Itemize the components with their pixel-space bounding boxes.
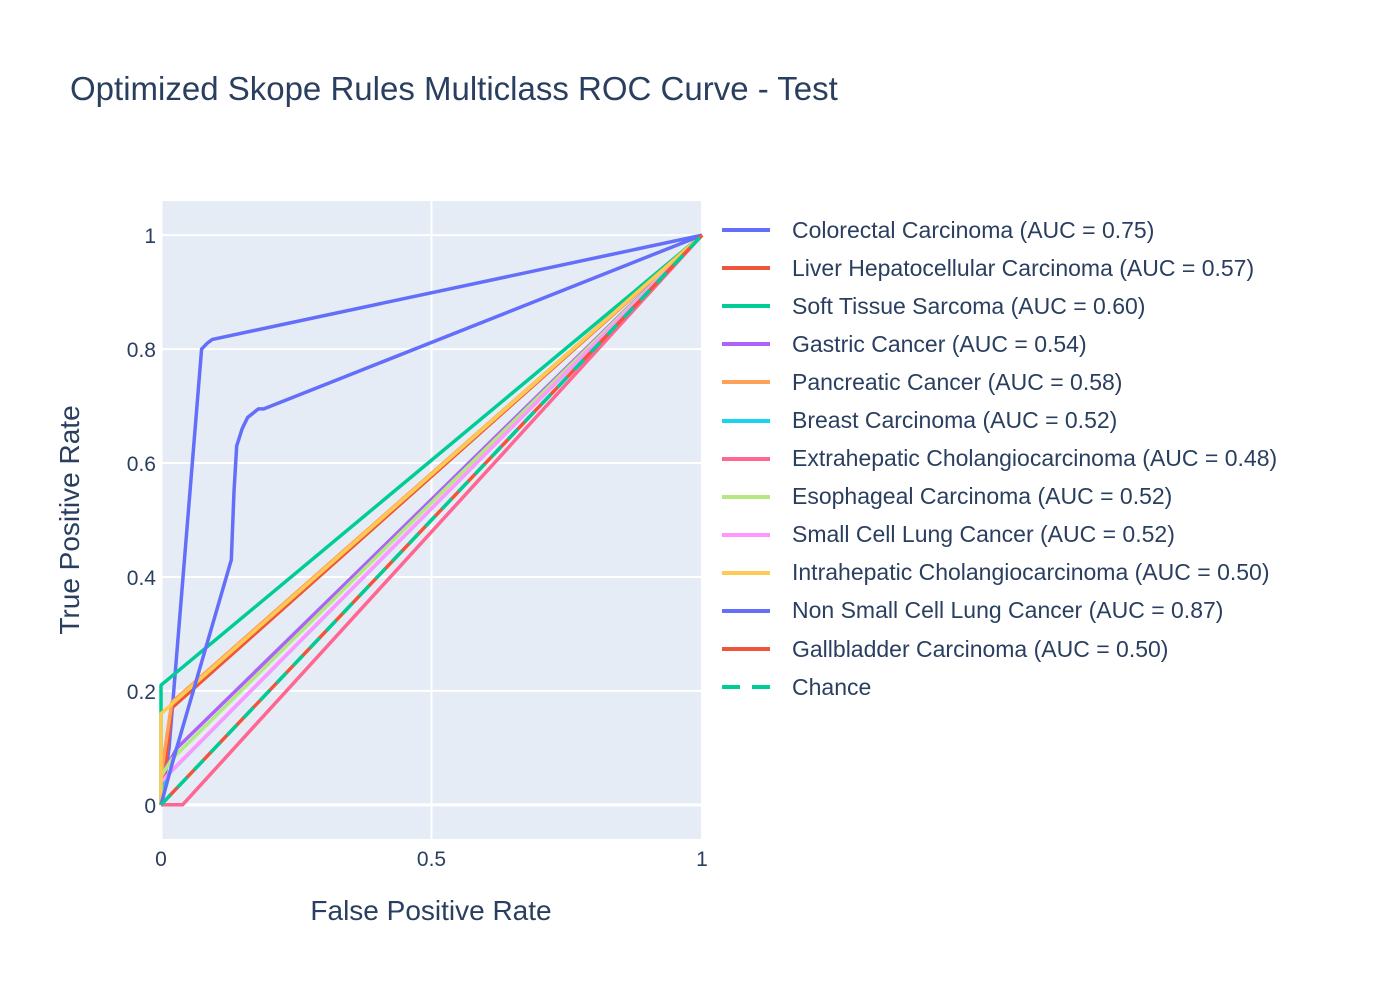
legend-label: Esophageal Carcinoma (AUC = 0.52) [792, 483, 1173, 510]
y-tick-label: 0.4 [127, 567, 157, 590]
y-axis-label: True Positive Rate [54, 405, 85, 635]
legend-label: Gallbladder Carcinoma (AUC = 0.50) [792, 635, 1169, 662]
legend-swatch [722, 228, 770, 233]
y-tick-labels: 0 0.2 0.4 0.6 0.8 1 [127, 225, 157, 818]
legend-swatch [722, 342, 770, 347]
series-line-9 [159, 233, 704, 805]
legend-item[interactable]: Small Cell Lung Cancer (AUC = 0.52) [722, 516, 1277, 554]
legend-swatch [722, 418, 770, 423]
y-tick-label: 0.6 [127, 453, 156, 476]
x-axis-label: False Positive Rate [310, 895, 552, 926]
legend-swatch [722, 494, 770, 499]
y-tick-label: 1 [144, 225, 156, 248]
legend-item[interactable]: Liver Hepatocellular Carcinoma (AUC = 0.… [722, 249, 1277, 287]
legend: Colorectal Carcinoma (AUC = 0.75) Liver H… [722, 211, 1277, 706]
legend-label: Breast Carcinoma (AUC = 0.52) [792, 407, 1118, 434]
legend-item[interactable]: Non Small Cell Lung Cancer (AUC = 0.87) [722, 592, 1277, 630]
legend-label: Extrahepatic Cholangiocarcinoma (AUC = 0… [792, 445, 1278, 472]
chart-title: Optimized Skope Rules Multiclass ROC Cur… [70, 70, 838, 107]
legend-dash-segment [752, 685, 770, 690]
legend-swatch [722, 304, 770, 309]
legend-swatch [722, 456, 770, 461]
legend-item[interactable]: Extrahepatic Cholangiocarcinoma (AUC = 0… [722, 440, 1277, 478]
series-line-12 [159, 233, 704, 807]
y-tick-label: 0.8 [127, 339, 156, 362]
x-tick-label: 0.5 [417, 848, 446, 871]
x-tick-labels: 0 0.5 1 [155, 848, 708, 871]
legend-label: Non Small Cell Lung Cancer (AUC = 0.87) [792, 597, 1224, 624]
legend-swatch [722, 685, 770, 690]
legend-item[interactable]: Esophageal Carcinoma (AUC = 0.52) [722, 478, 1277, 516]
legend-label: Small Cell Lung Cancer (AUC = 0.52) [792, 521, 1175, 548]
x-tick-label: 1 [696, 848, 708, 871]
y-tick-label: 0 [144, 795, 156, 818]
legend-item[interactable]: Pancreatic Cancer (AUC = 0.58) [722, 363, 1277, 401]
legend-item[interactable]: Breast Carcinoma (AUC = 0.52) [722, 401, 1277, 439]
legend-label: Soft Tissue Sarcoma (AUC = 0.60) [792, 292, 1146, 319]
legend-item[interactable]: Gastric Cancer (AUC = 0.54) [722, 325, 1277, 363]
legend-label: Intrahepatic Cholangiocarcinoma (AUC = 0… [792, 559, 1270, 586]
legend-item[interactable]: Soft Tissue Sarcoma (AUC = 0.60) [722, 287, 1277, 325]
series-line-6 [161, 234, 704, 807]
series-line-10 [159, 233, 703, 806]
legend-item[interactable]: Gallbladder Carcinoma (AUC = 0.50) [722, 630, 1277, 668]
legend-swatch [722, 380, 770, 385]
legend-dash-segment [722, 685, 740, 690]
legend-swatch [722, 266, 770, 271]
legend-item[interactable]: Colorectal Carcinoma (AUC = 0.75) [722, 211, 1277, 249]
series-lines [159, 233, 704, 807]
legend-label: Colorectal Carcinoma (AUC = 0.75) [792, 216, 1155, 243]
legend-label: Gastric Cancer (AUC = 0.54) [792, 330, 1087, 357]
x-tick-label: 0 [155, 848, 167, 871]
legend-swatch [722, 647, 770, 652]
legend-label: Liver Hepatocellular Carcinoma (AUC = 0.… [792, 254, 1255, 281]
y-tick-label: 0.2 [127, 681, 156, 704]
legend-swatch [722, 608, 770, 613]
legend-label: Pancreatic Cancer (AUC = 0.58) [792, 368, 1123, 395]
legend-label: Chance [792, 673, 872, 700]
legend-item[interactable]: Intrahepatic Cholangiocarcinoma (AUC = 0… [722, 554, 1277, 592]
legend-swatch [722, 532, 770, 537]
legend-swatch [722, 570, 770, 575]
legend-item[interactable]: Chance [722, 668, 1277, 706]
